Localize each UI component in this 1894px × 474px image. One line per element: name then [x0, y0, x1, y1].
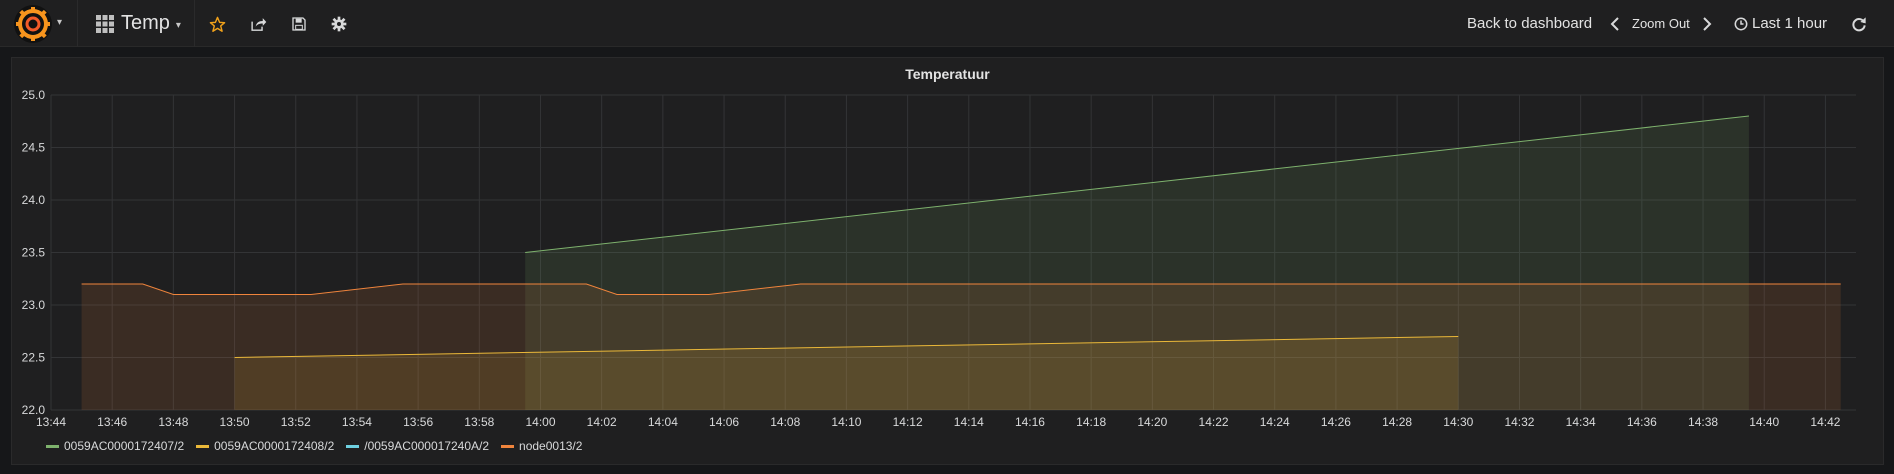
x-tick-label: 14:40 — [1749, 415, 1779, 429]
x-tick-label: 13:48 — [158, 415, 188, 429]
y-tick-label: 25.0 — [22, 88, 46, 102]
chart-legend: 0059AC0000172407/2 0059AC0000172408/2/005… — [46, 439, 594, 453]
save-button[interactable] — [287, 12, 311, 36]
x-tick-label: 14:28 — [1382, 415, 1412, 429]
star-icon — [209, 16, 225, 32]
x-tick-label: 14:16 — [1015, 415, 1045, 429]
x-tick-label: 14:00 — [525, 415, 555, 429]
top-navbar: ▾ Temp ▾ — [0, 0, 1894, 47]
legend-swatch[interactable] — [346, 444, 360, 448]
x-tick-label: 14:20 — [1137, 415, 1167, 429]
share-icon — [250, 17, 266, 31]
series-area-3 — [81, 284, 1841, 410]
save-icon — [292, 17, 306, 31]
x-tick-label: 13:58 — [464, 415, 494, 429]
x-tick-label: 14:22 — [1199, 415, 1229, 429]
series-line-3[interactable] — [81, 283, 1841, 295]
zoom-out-group: Zoom Out — [1610, 0, 1712, 47]
x-tick-label: 14:04 — [648, 415, 678, 429]
x-tick-label: 13:56 — [403, 415, 433, 429]
x-tick-label: 14:14 — [954, 415, 984, 429]
chevron-right-icon[interactable] — [1702, 16, 1712, 31]
x-tick-label: 14:34 — [1566, 415, 1596, 429]
legend-label[interactable]: 0059AC0000172408/2 — [214, 439, 335, 453]
series-line-0[interactable] — [525, 115, 1749, 253]
y-tick-label: 23.5 — [22, 246, 46, 260]
legend-swatch[interactable] — [196, 444, 210, 448]
series-line-1[interactable] — [234, 336, 1459, 358]
legend-item[interactable]: /0059AC000017240A/2 — [346, 439, 489, 453]
temperature-chart[interactable]: 25.0 24.5 24.0 23.5 23.0 22.5 22.013:44 13:46 13… — [12, 58, 1883, 464]
dashboard-title: Temp — [121, 12, 170, 34]
settings-button[interactable] — [327, 12, 351, 36]
x-tick-label: 13:52 — [281, 415, 311, 429]
series-area-1 — [234, 336, 1459, 410]
caret-down-icon: ▾ — [57, 17, 63, 28]
y-tick-label: 22.5 — [22, 351, 46, 365]
refresh-button[interactable] — [1847, 12, 1871, 36]
x-tick-label: 13:46 — [97, 415, 127, 429]
legend-item[interactable]: 0059AC0000172407/2 — [46, 439, 184, 453]
legend-item[interactable]: 0059AC0000172408/2 — [196, 439, 334, 453]
share-button[interactable] — [246, 12, 270, 36]
y-tick-label: 23.0 — [22, 298, 46, 312]
time-range-label: Last 1 hour — [1752, 15, 1828, 32]
x-tick-label: 14:32 — [1504, 415, 1534, 429]
star-button[interactable] — [205, 12, 229, 36]
legend-label[interactable]: 0059AC0000172407/2 — [64, 439, 185, 453]
x-tick-label: 14:38 — [1688, 415, 1718, 429]
legend-item[interactable]: node0013/2 — [501, 439, 582, 453]
x-tick-label: 14:30 — [1443, 415, 1473, 429]
y-tick-label: 24.0 — [22, 193, 46, 207]
dashboard-grid-icon — [96, 14, 114, 33]
back-to-dashboard-label: Back to dashboard — [1467, 15, 1593, 32]
x-tick-label: 13:50 — [220, 415, 250, 429]
grafana-menu[interactable]: ▾ — [0, 0, 78, 47]
y-tick-label: 22.0 — [22, 403, 46, 417]
x-tick-label: 14:24 — [1260, 415, 1290, 429]
x-tick-label: 14:26 — [1321, 415, 1351, 429]
graph-panel: Temperatuur 25.0 24.5 24.0 23.5 23.0 22.5 22.0… — [11, 57, 1884, 465]
x-tick-label: 14:06 — [709, 415, 739, 429]
x-tick-label: 14:08 — [770, 415, 800, 429]
x-tick-label: 14:42 — [1810, 415, 1840, 429]
grafana-logo-icon[interactable] — [13, 4, 53, 44]
x-tick-label: 13:54 — [342, 415, 372, 429]
legend-swatch[interactable] — [501, 444, 515, 448]
caret-down-icon: ▾ — [175, 20, 181, 31]
x-tick-label: 14:02 — [587, 415, 617, 429]
y-tick-label: 24.5 — [22, 141, 46, 155]
gear-icon — [331, 16, 347, 32]
time-range-picker[interactable]: Last 1 hour — [1734, 0, 1827, 47]
x-tick-label: 14:12 — [893, 415, 923, 429]
legend-label[interactable]: /0059AC000017240A/2 — [364, 439, 490, 453]
legend-label[interactable]: node0013/2 — [519, 439, 583, 453]
panel-title[interactable]: Temperatuur — [905, 66, 990, 82]
chevron-left-icon[interactable] — [1610, 16, 1620, 31]
clock-icon — [1734, 17, 1748, 30]
legend-swatch[interactable] — [46, 444, 59, 448]
refresh-icon — [1852, 17, 1866, 32]
x-tick-label: 14:18 — [1076, 415, 1106, 429]
x-tick-label: 13:44 — [36, 415, 66, 429]
dashboard-picker[interactable]: Temp ▾ — [79, 0, 195, 47]
x-tick-label: 14:10 — [831, 415, 861, 429]
back-to-dashboard-link[interactable]: Back to dashboard — [1467, 0, 1592, 47]
x-tick-label: 14:36 — [1627, 415, 1657, 429]
zoom-out-button[interactable]: Zoom Out — [1632, 16, 1690, 31]
